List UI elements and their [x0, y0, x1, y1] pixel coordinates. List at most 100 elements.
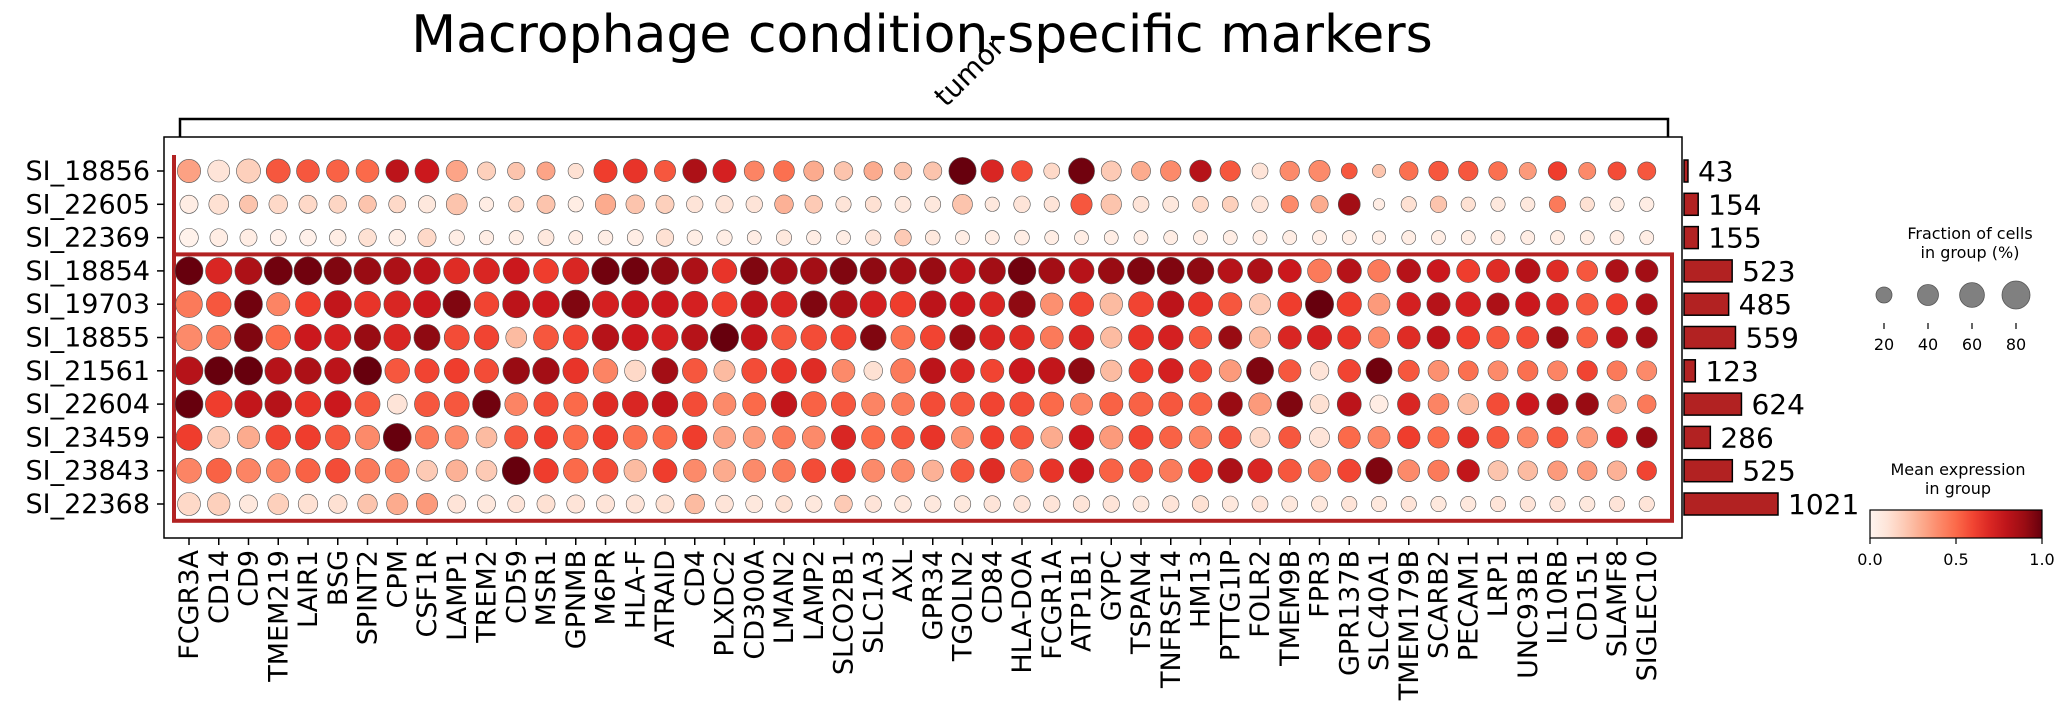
- dot-SI_23843-SPINT2: [354, 458, 381, 484]
- dot-SI_19703-GYPC: [1099, 292, 1123, 316]
- dot-SI_22604-ATP1B1: [1070, 392, 1093, 416]
- dot-SI_23843-CD9: [235, 458, 262, 484]
- dot-SI_19703-TNFRSF14: [1157, 290, 1185, 318]
- count-label: 523: [1742, 255, 1795, 288]
- count-label: 154: [1708, 188, 1761, 221]
- dot-SI_22604-TNFRSF14: [1158, 391, 1184, 417]
- dot-SI_19703-LAIR1: [295, 291, 321, 318]
- dot-SI_22605-ATRAID: [655, 194, 675, 214]
- dot-SI_22605-TNFRSF14: [1162, 196, 1180, 213]
- dot-SI_23843-LAMP1: [445, 459, 468, 482]
- dot-SI_18855-ATRAID: [651, 324, 679, 351]
- dot-SI_23843-GYPC: [1099, 458, 1124, 483]
- dot-SI_18854-SPINT2: [353, 256, 382, 285]
- dot-SI_18854-SLC1A3: [859, 257, 887, 285]
- dot-SI_22604-SPINT2: [354, 391, 381, 417]
- dot-SI_22604-CD9: [234, 390, 263, 419]
- dot-SI_22368-ATP1B1: [1072, 495, 1091, 513]
- dot-SI_22368-CD59: [507, 495, 526, 513]
- dot-SI_18856-GPR34: [923, 161, 943, 181]
- dot-SI_19703-ATP1B1: [1068, 291, 1095, 317]
- col-label: AXL: [888, 550, 919, 602]
- dot-SI_22605-SLCO2B1: [835, 196, 852, 213]
- dot-SI_18856-SIGLEC10: [1637, 161, 1657, 181]
- dot-SI_18856-PTTG1IP: [1219, 160, 1241, 182]
- colorbar-tick-label: 1.0: [2029, 550, 2054, 569]
- dot-SI_19703-LAMP1: [442, 290, 471, 319]
- dot-SI_18855-CSF1R: [413, 324, 441, 351]
- dot-SI_19703-SLAMF8: [1606, 293, 1628, 316]
- dot-SI_22368-TMEM179B: [1400, 496, 1417, 512]
- dot-SI_23459-CD9: [236, 425, 261, 450]
- dot-SI_19703-PTTG1IP: [1218, 292, 1243, 317]
- dot-SI_23843-TGOLN2: [950, 458, 975, 483]
- dot-SI_18856-PECAM1: [1458, 160, 1479, 182]
- dot-SI_23459-LAMP1: [444, 425, 469, 450]
- dot-SI_22369-SLC1A3: [865, 229, 882, 246]
- dot-SI_18856-SLAMF8: [1607, 161, 1627, 181]
- dot-SI_18856-GPR137B: [1340, 162, 1358, 180]
- col-label: CD300A: [739, 549, 770, 659]
- dot-SI_19703-GPR137B: [1336, 291, 1362, 317]
- dot-SI_23843-TMEM9B: [1277, 458, 1302, 483]
- col-label: FCGR3A: [174, 549, 205, 659]
- dot-SI_23843-ATP1B1: [1068, 458, 1095, 484]
- dot-SI_21561-IL10RB: [1547, 360, 1568, 382]
- dot-SI_18854-PTTG1IP: [1217, 258, 1243, 284]
- dot-SI_21561-ATP1B1: [1068, 357, 1095, 385]
- row-label: SI_18856: [26, 156, 151, 187]
- count-label: 624: [1751, 388, 1804, 421]
- col-label: CD151: [1572, 550, 1603, 641]
- dot-SI_18855-SLCO2B1: [830, 324, 857, 351]
- dot-SI_22605-SLC40A1: [1372, 198, 1386, 211]
- col-label: CPM: [382, 550, 413, 608]
- col-label: PLXDC2: [710, 550, 741, 657]
- dot-SI_22605-CPM: [388, 195, 407, 214]
- dot-SI_18854-CSF1R: [413, 257, 441, 285]
- dot-SI_18854-FCGR3A: [174, 256, 204, 286]
- dot-SI_22368-SIGLEC10: [1638, 496, 1655, 512]
- dot-SI_18855-TMEM219: [265, 324, 291, 351]
- dot-SI_18854-SLCO2B1: [829, 256, 858, 285]
- dot-SI_22605-TGOLN2: [952, 194, 973, 215]
- col-label: CD59: [501, 550, 532, 624]
- dot-SI_23843-TREM2: [475, 459, 498, 482]
- dot-SI_22605-HM13: [1192, 196, 1209, 213]
- dot-SI_18856-GPNMB: [567, 163, 584, 179]
- dot-SI_23459-MSR1: [534, 425, 558, 450]
- dot-SI_23843-FPR3: [1307, 459, 1332, 483]
- dot-SI_21561-SCARB2: [1427, 360, 1450, 382]
- dot-SI_22604-SLCO2B1: [830, 391, 857, 417]
- dot-SI_22604-TGOLN2: [950, 391, 975, 417]
- col-label: SCARB2: [1424, 550, 1455, 659]
- dot-SI_18855-BSG: [324, 323, 352, 352]
- chart-title: Macrophage condition-specific markers: [411, 5, 1433, 65]
- dot-SI_18854-GPNMB: [562, 257, 590, 285]
- dot-SI_18854-LMAN2: [770, 257, 798, 285]
- dot-SI_23459-SPINT2: [354, 424, 381, 450]
- dot-SI_23459-SLCO2B1: [830, 424, 857, 450]
- dot-SI_22605-LAMP2: [804, 195, 823, 214]
- dot-SI_22604-HM13: [1188, 392, 1213, 416]
- dot-SI_18854-TSPAN4: [1127, 256, 1155, 285]
- dot-SI_18854-CD4: [681, 257, 709, 285]
- dot-SI_19703-GPR34: [919, 290, 947, 318]
- dot-SI_22369-CD14: [209, 228, 228, 247]
- col-label: UNC93B1: [1513, 550, 1544, 679]
- dot-SI_22605-SLAMF8: [1609, 196, 1625, 212]
- dot-SI_18854-LRP1: [1486, 258, 1510, 283]
- dot-SI_22369-TMEM179B: [1401, 230, 1417, 245]
- dot-SI_22605-CD151: [1579, 196, 1595, 212]
- size-legend-tick-label: 80: [2006, 335, 2026, 354]
- dot-SI_23459-TSPAN4: [1128, 425, 1154, 450]
- dot-SI_22369-SLC40A1: [1372, 230, 1386, 245]
- dot-SI_18856-FOLR2: [1251, 162, 1269, 180]
- dot-SI_21561-SLC40A1: [1365, 357, 1393, 385]
- dot-SI_23843-UNC93B1: [1517, 460, 1538, 481]
- dot-SI_22368-CD9: [239, 494, 258, 514]
- dot-SI_22369-CD300A: [746, 230, 762, 245]
- dot-SI_18855-AXL: [890, 325, 916, 350]
- dot-SI_18856-TREM2: [477, 161, 496, 181]
- dot-SI_23459-SLAMF8: [1606, 426, 1628, 449]
